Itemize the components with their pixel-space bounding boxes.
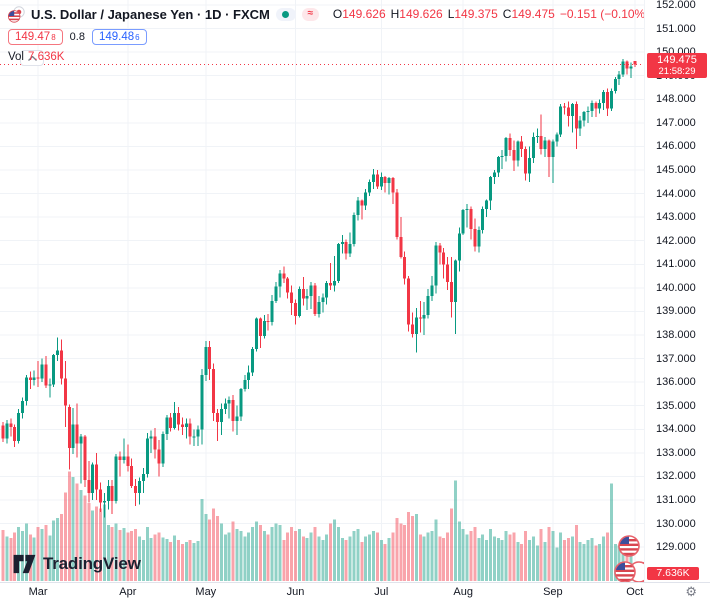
- price-tick-label: 138.000: [656, 328, 696, 341]
- chart-plot-area[interactable]: U.S. Dollar / Japanese Yen · 1D · FXCM ≈…: [0, 0, 644, 582]
- price-tick-label: 139.000: [656, 305, 696, 318]
- price-tick-label: 142.000: [656, 234, 696, 247]
- price-tick-label: 129.000: [656, 541, 696, 554]
- symbol-flag-icon: [8, 5, 25, 23]
- time-tick-label: Oct: [626, 586, 644, 598]
- us-flag-event-icon[interactable]: [619, 536, 639, 556]
- spread-label: 0.8: [69, 31, 85, 43]
- price-tick-label: 136.000: [656, 376, 696, 389]
- time-tick-label: Sep: [543, 586, 563, 598]
- volume-legend: Vol 7.636K: [8, 51, 644, 63]
- price-tick-label: 141.000: [656, 258, 696, 271]
- bid-button[interactable]: 149.47 8: [8, 29, 63, 45]
- ask-button[interactable]: 149.48 6: [91, 29, 147, 45]
- low-value: 149.375: [454, 7, 498, 21]
- last-price-badge: 149.475 21:58:29: [647, 52, 707, 78]
- time-axis[interactable]: Mar Apr May Jun Jul Aug Sep Oct ⚙: [0, 582, 710, 600]
- us-flag-event-icon[interactable]: [615, 562, 635, 582]
- price-tick-label: 152.000: [656, 0, 696, 11]
- legend-collapse-button[interactable]: [20, 50, 44, 66]
- volume-label: Vol: [8, 51, 24, 63]
- bar-countdown: 21:58:29: [658, 65, 696, 77]
- price-tick-label: 131.000: [656, 493, 696, 506]
- time-tick-label: Jul: [374, 586, 389, 598]
- low-label: L: [447, 7, 455, 21]
- price-tick-label: 135.000: [656, 399, 696, 412]
- open-value: 149.626: [342, 7, 386, 21]
- close-value: 149.475: [511, 7, 555, 21]
- green-dot-icon: [282, 10, 290, 18]
- price-tick-label: 143.000: [656, 211, 696, 224]
- price-tick-label: 132.000: [656, 470, 696, 483]
- open-label: O: [332, 7, 343, 21]
- tradingview-logo[interactable]: TradingView: [12, 554, 141, 574]
- price-tick-label: 144.000: [656, 187, 696, 200]
- high-label: H: [390, 7, 400, 21]
- candlestick-chart[interactable]: [0, 0, 644, 582]
- time-tick-label: Aug: [453, 586, 473, 598]
- time-tick-label: Jun: [286, 586, 305, 598]
- price-tick-label: 140.000: [656, 281, 696, 294]
- chevron-up-icon: [27, 55, 37, 61]
- high-value: 149.626: [399, 7, 443, 21]
- price-axis[interactable]: 152.000151.000150.000149.000148.000147.0…: [644, 0, 710, 582]
- ohlc-readout: O149.626 H149.626 L149.375 C149.475 −0.1…: [333, 7, 644, 21]
- price-tick-label: 137.000: [656, 352, 696, 365]
- volume-value: 7.636K: [28, 51, 65, 63]
- chart-settings-gear-icon[interactable]: ⚙: [685, 584, 697, 599]
- change-value: −0.151 (−0.10%): [559, 7, 644, 21]
- price-tick-label: 134.000: [656, 423, 696, 436]
- tradingview-brand-text: TradingView: [43, 554, 141, 573]
- price-tick-label: 146.000: [656, 140, 696, 153]
- price-tick-label: 145.000: [656, 163, 696, 176]
- economic-event-flags[interactable]: [605, 531, 644, 582]
- price-tick-label: 148.000: [656, 93, 696, 106]
- time-tick-label: Apr: [119, 586, 137, 598]
- symbol-title[interactable]: U.S. Dollar / Japanese Yen · 1D · FXCM: [31, 6, 270, 22]
- price-tick-label: 147.000: [656, 116, 696, 129]
- time-tick-label: May: [195, 586, 217, 598]
- last-price-value: 149.475: [657, 53, 697, 66]
- price-tick-label: 151.000: [656, 22, 696, 35]
- chart-legend: U.S. Dollar / Japanese Yen · 1D · FXCM ≈…: [8, 5, 644, 63]
- close-label: C: [502, 7, 512, 21]
- volume-badge: 7.636K: [647, 567, 699, 580]
- delayed-data-icon[interactable]: ≈: [301, 7, 319, 21]
- price-tick-label: 133.000: [656, 446, 696, 459]
- market-open-status-icon[interactable]: [275, 7, 296, 21]
- time-tick-label: Mar: [28, 586, 48, 598]
- tradingview-logo-mark-icon: [13, 554, 36, 574]
- price-tick-label: 130.000: [656, 517, 696, 530]
